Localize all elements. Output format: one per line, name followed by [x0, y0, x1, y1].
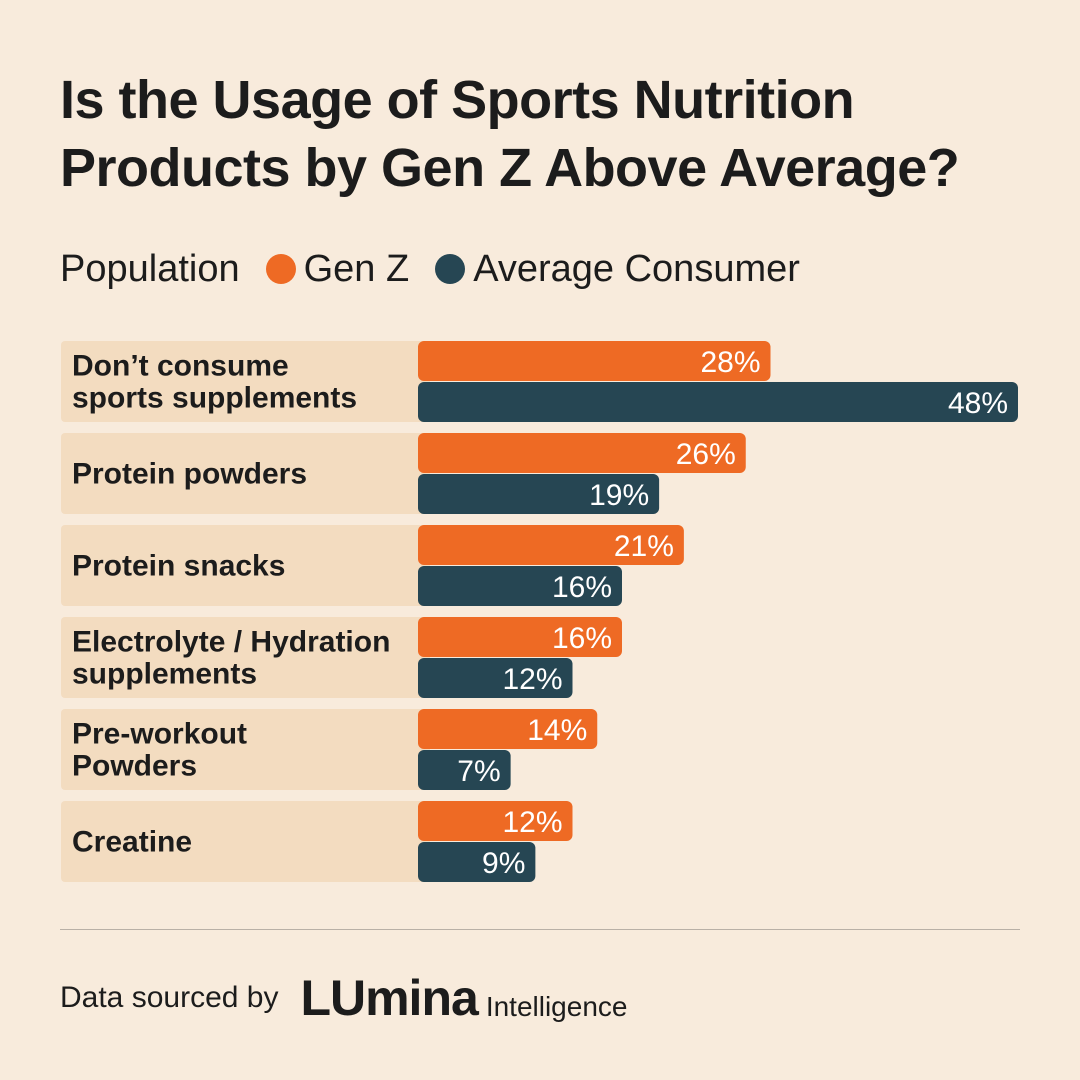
- category-label-line: Creatine: [72, 826, 192, 859]
- category-label: Protein powders: [72, 458, 307, 491]
- bar-group-gen-z: 14%: [418, 709, 598, 749]
- bar-value-label: 7%: [457, 755, 500, 788]
- bar-gen-z: [418, 525, 684, 565]
- bar-group-average-consumer: 12%: [418, 658, 573, 698]
- bar-group-average-consumer: 7%: [418, 750, 511, 790]
- bar-value-label: 19%: [589, 479, 649, 512]
- bar-gen-z: [418, 433, 746, 473]
- category-label: Creatine: [72, 826, 192, 859]
- bar-value-label: 26%: [676, 438, 736, 471]
- chart-title-line-2: Products by Gen Z Above Average?: [60, 138, 960, 198]
- category-label: Pre-workout Powders: [72, 718, 247, 783]
- category-band-1: [61, 433, 430, 514]
- legend-item-gen-z: Gen Z: [265, 247, 410, 291]
- bar-value-label: 48%: [948, 387, 1008, 420]
- bar-value-label: 14%: [527, 714, 587, 747]
- category-label-line: sports supplements: [72, 382, 357, 415]
- chart-title: Is the Usage of Sports Nutrition Product…: [60, 66, 1040, 202]
- bar-group-gen-z: 28%: [418, 341, 771, 381]
- bar-gen-z: [418, 617, 622, 657]
- category-label: Don’t consume sports supplements: [72, 350, 357, 415]
- bar-group-average-consumer: 19%: [418, 474, 660, 514]
- bar-group-gen-z: 12%: [418, 801, 573, 841]
- bar-average-consumer: [418, 658, 573, 698]
- bar-average-consumer: [418, 566, 622, 606]
- bar-gen-z: [418, 709, 598, 749]
- chart-title-line-1: Is the Usage of Sports Nutrition: [60, 70, 855, 130]
- bar-group-gen-z: 21%: [418, 525, 684, 565]
- category-label-line: Powders: [72, 750, 197, 783]
- bar-gen-z: [418, 801, 573, 841]
- legend: Population Gen Z Average Consumer: [60, 244, 826, 294]
- bar-average-consumer: [418, 750, 511, 790]
- legend-item-average-consumer: Average Consumer: [435, 248, 800, 291]
- bar-gen-z: [418, 341, 771, 381]
- category-label-line: Don’t consume: [72, 350, 289, 383]
- bar-group-gen-z: 26%: [418, 433, 746, 473]
- legend-title: Population: [60, 247, 240, 290]
- bar-value-label: 28%: [700, 346, 760, 379]
- category-band-3: [61, 617, 430, 698]
- bar-value-label: 16%: [552, 571, 612, 604]
- category-label: Electrolyte / Hydration supplements: [72, 626, 390, 691]
- bar-value-label: 9%: [482, 847, 525, 880]
- category-label-line: Protein snacks: [72, 550, 285, 583]
- source-text: Data sourced by: [60, 981, 279, 1014]
- category-label-line: Pre-workout: [72, 718, 247, 751]
- bar-average-consumer: [418, 842, 536, 882]
- bar-value-label: 16%: [552, 622, 612, 655]
- bar-average-consumer: [418, 382, 1018, 422]
- bar-value-label: 21%: [614, 530, 674, 563]
- bar-group-average-consumer: 48%: [418, 382, 1018, 422]
- legend-swatch-gen-z: [265, 254, 296, 284]
- footer-divider: [60, 929, 1020, 930]
- lumina-logo-wordmark: LUmina: [300, 970, 478, 1026]
- category-band-4: [61, 709, 430, 790]
- legend-swatch-average-consumer: [435, 254, 466, 284]
- lumina-logo: LUmina Intelligence: [300, 973, 627, 1023]
- legend-label-average-consumer: Average Consumer: [473, 247, 800, 290]
- bar-group-gen-z: 16%: [418, 617, 622, 657]
- lumina-logo-subtext: Intelligence: [485, 991, 628, 1022]
- category-band-0: [61, 341, 430, 422]
- bar-group-average-consumer: 16%: [418, 566, 622, 606]
- category-band-5: [61, 801, 430, 882]
- legend-label-gen-z: Gen Z: [303, 247, 410, 290]
- category-label-line: Protein powders: [72, 458, 307, 491]
- category-label: Protein snacks: [72, 550, 285, 583]
- category-band-2: [61, 525, 430, 606]
- footer: Data sourced by LUmina Intelligence: [60, 966, 627, 1030]
- bar-value-label: 12%: [502, 806, 562, 839]
- bar-value-label: 12%: [502, 663, 562, 696]
- bar-group-average-consumer: 9%: [418, 842, 536, 882]
- category-label-line: supplements: [72, 658, 257, 691]
- bar-average-consumer: [418, 474, 660, 514]
- category-label-line: Electrolyte / Hydration: [72, 626, 390, 659]
